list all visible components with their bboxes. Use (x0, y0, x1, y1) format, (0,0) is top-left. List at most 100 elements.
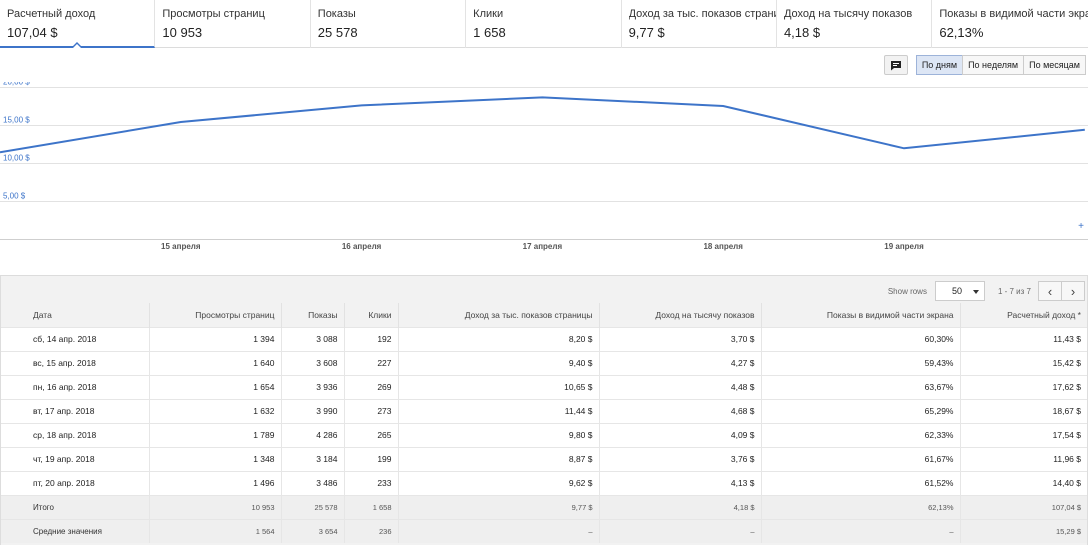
scorecard-label: Показы (317, 8, 356, 20)
table-cell: 17,62 $ (960, 374, 1087, 399)
chevron-right-icon: › (1070, 283, 1076, 299)
table-cell: пт, 20 апр. 2018 (1, 470, 150, 495)
table-header-row: Дата Просмотры страниц Показы Клики Дохо… (1, 303, 1087, 327)
table-cell: 11,96 $ (960, 446, 1087, 471)
table-cell: 4,13 $ (599, 470, 762, 495)
table-cell: вс, 15 апр. 2018 (1, 350, 150, 375)
table-cell: 59,43% (761, 350, 961, 375)
revenue-line-chart: 20,00 $ 15,00 $ 10,00 $ 5,00 $ 15 апреля 16 … (0, 82, 1088, 257)
table-cell: 18,67 $ (960, 398, 1087, 423)
x-tick-label: 17 апреля (523, 242, 563, 251)
scorecard-label: Показы в видимой части экрана (939, 8, 1088, 20)
column-header-impressions[interactable]: Показы (281, 303, 345, 327)
table-cell: 10 953 (149, 494, 282, 519)
scorecard-impression-rpm[interactable]: Доход на тысячу показов 4,18 $ (777, 0, 933, 48)
table-cell: 273 (344, 398, 399, 423)
table-cell: 3 990 (281, 398, 345, 423)
by-days-button[interactable]: По дням (915, 55, 964, 75)
table-cell: 61,52% (761, 470, 961, 495)
scorecard-value: 1 658 (473, 25, 506, 40)
scorecard-viewability[interactable]: Показы в видимой части экрана 62,13% (932, 0, 1088, 48)
table-row: пт, 20 апр. 2018 1 496 3 486 233 9,62 $4,13 … (1, 470, 1087, 495)
table-cell: 8,20 $ (398, 326, 600, 351)
table-cell: 10,65 $ (398, 374, 600, 399)
y-tick-label: 5,00 $ (3, 192, 26, 201)
column-header-page-views[interactable]: Просмотры страниц (149, 303, 282, 327)
table-cell: 269 (344, 374, 399, 399)
table-cell: 8,87 $ (398, 446, 600, 471)
column-header-page-rpm[interactable]: Доход за тыс. показов страницы (398, 303, 600, 327)
chart-svg: 20,00 $ 15,00 $ 10,00 $ 5,00 $ 15 апреля 16 … (0, 82, 1088, 251)
by-weeks-button[interactable]: По неделям (962, 55, 1025, 75)
table-cell: 62,13% (761, 494, 961, 519)
table-cell: 3 654 (281, 518, 345, 543)
chart-toolbar: По дням По неделям По месяцам (883, 55, 1086, 75)
table-cell: 1 789 (149, 422, 282, 447)
rows-per-page-select[interactable]: 50 (934, 281, 985, 301)
scorecard-bar: Расчетный доход 107,04 $ Просмотры стран… (0, 0, 1088, 49)
table-cell: 62,33% (761, 422, 961, 447)
scorecard-value: 9,77 $ (628, 25, 665, 40)
table-row: вт, 17 апр. 2018 1 632 3 990 273 11,44 $4,68… (1, 398, 1087, 423)
annotation-button[interactable] (883, 55, 908, 75)
prev-page-button[interactable]: ‹ (1038, 281, 1062, 301)
scorecard-value: 25 578 (317, 25, 358, 40)
x-tick-label: 19 апреля (884, 242, 924, 251)
table-cell: 1 632 (149, 398, 282, 423)
table-cell: 192 (344, 326, 399, 351)
table-summary-row: Итого 10 953 25 578 1 658 9,77 $4,18 $62,13%… (1, 494, 1087, 519)
table-cell: 4,27 $ (599, 350, 762, 375)
scorecard-page-rpm[interactable]: Доход за тыс. показов страницы 9,77 $ (622, 0, 777, 48)
table-cell: пн, 16 апр. 2018 (1, 374, 150, 399)
table-cell: сб, 14 апр. 2018 (1, 326, 150, 351)
scorecard-label: Просмотры страниц (162, 8, 265, 20)
scorecard-label: Расчетный доход (7, 8, 96, 20)
table-cell: 11,44 $ (398, 398, 600, 423)
scorecard-page-views[interactable]: Просмотры страниц 10 953 (155, 0, 311, 48)
table-cell: – (599, 518, 762, 543)
show-rows-label: Show rows (887, 286, 927, 296)
zoom-plus-icon[interactable]: + (1078, 221, 1084, 232)
column-header-estimated-revenue[interactable]: Расчетный доход * (960, 303, 1087, 327)
y-tick-label: 10,00 $ (3, 154, 30, 163)
table-cell: чт, 19 апр. 2018 (1, 446, 150, 471)
column-header-date[interactable]: Дата (1, 303, 150, 327)
scorecard-impressions[interactable]: Показы 25 578 (311, 0, 467, 48)
table-cell: 61,67% (761, 446, 961, 471)
table-cell: 236 (344, 518, 399, 543)
table-cell: 17,54 $ (960, 422, 1087, 447)
table-cell: 1 496 (149, 470, 282, 495)
table-cell: 4,68 $ (599, 398, 762, 423)
active-indicator (71, 42, 83, 49)
next-page-button[interactable]: › (1061, 281, 1085, 301)
table-cell: 4 286 (281, 422, 345, 447)
table-cell: 3 184 (281, 446, 345, 471)
chevron-left-icon: ‹ (1047, 283, 1053, 299)
by-months-button[interactable]: По месяцам (1023, 55, 1086, 75)
table-cell: 15,42 $ (960, 350, 1087, 375)
page-range: 1 - 7 из 7 (997, 286, 1031, 296)
report-table-panel: Show rows 50 1 - 7 из 7 ‹ › Дата Просмот… (0, 276, 1088, 545)
y-tick-label: 20,00 $ (3, 82, 30, 87)
section-divider (0, 275, 1088, 276)
table-row: ср, 18 апр. 2018 1 789 4 286 265 9,80 $4,09 … (1, 422, 1087, 447)
table-cell: – (398, 518, 600, 543)
table-cell: вт, 17 апр. 2018 (1, 398, 150, 423)
column-header-impression-rpm[interactable]: Доход на тысячу показов (599, 303, 762, 327)
table-cell: 3 088 (281, 326, 345, 351)
table-cell: 1 640 (149, 350, 282, 375)
scorecard-clicks[interactable]: Клики 1 658 (466, 0, 622, 48)
table-cell: 1 654 (149, 374, 282, 399)
column-header-viewability[interactable]: Показы в видимой части экрана (761, 303, 961, 327)
table-cell: 4,09 $ (599, 422, 762, 447)
table-cell: 15,29 $ (960, 518, 1087, 543)
table-cell: 1 348 (149, 446, 282, 471)
table-cell: 9,80 $ (398, 422, 600, 447)
table-cell: 9,62 $ (398, 470, 600, 495)
table-cell: 3 936 (281, 374, 345, 399)
table-cell: 65,29% (761, 398, 961, 423)
column-header-clicks[interactable]: Клики (344, 303, 399, 327)
scorecard-estimated-revenue[interactable]: Расчетный доход 107,04 $ (0, 0, 156, 49)
table-cell: 9,40 $ (398, 350, 600, 375)
table-row: пн, 16 апр. 2018 1 654 3 936 269 10,65 $4,48… (1, 374, 1087, 399)
